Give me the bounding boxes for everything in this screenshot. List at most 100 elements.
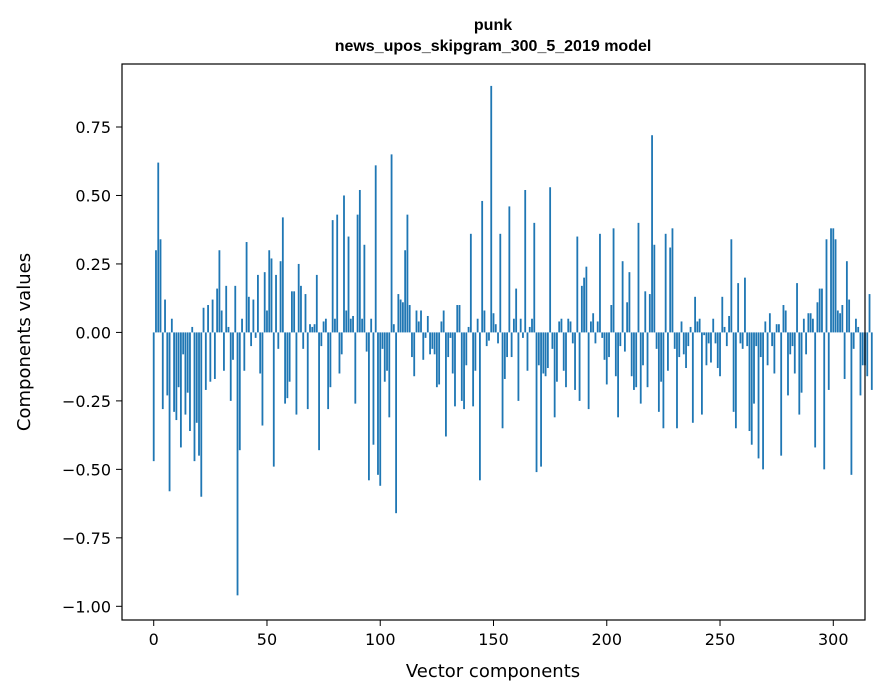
bar: [741, 332, 744, 349]
bar: [531, 318, 533, 333]
bar: [152, 332, 155, 462]
bar: [204, 332, 207, 390]
bar: [331, 220, 334, 333]
bar: [368, 332, 370, 481]
bar: [295, 332, 298, 415]
bar: [730, 239, 733, 333]
bar: [580, 285, 583, 333]
bar: [223, 332, 225, 371]
bar: [494, 324, 497, 333]
bar: [811, 318, 814, 333]
bar: [635, 332, 638, 388]
bar: [300, 285, 302, 333]
bar: [689, 326, 692, 333]
bar: [469, 233, 472, 333]
y-tick-label: 0.75: [75, 118, 111, 137]
bar: [515, 288, 518, 333]
bar: [302, 332, 305, 349]
bar: [637, 222, 640, 333]
bar: [243, 332, 246, 371]
bar: [460, 332, 463, 401]
bar: [546, 332, 549, 369]
bar: [259, 332, 262, 374]
bar: [800, 332, 803, 393]
bar: [825, 239, 828, 333]
bar: [327, 332, 330, 410]
bar: [512, 318, 515, 333]
bar: [306, 332, 309, 410]
x-tick-label: 300: [818, 630, 849, 649]
bar: [759, 332, 762, 358]
bar: [449, 332, 452, 338]
bar: [623, 332, 626, 352]
bar: [336, 214, 339, 333]
bar: [522, 332, 524, 338]
bar: [420, 310, 422, 333]
bar: [381, 332, 384, 349]
bar: [746, 332, 749, 347]
bar: [524, 189, 527, 333]
bar: [236, 332, 239, 596]
bar: [596, 321, 599, 333]
bar: [662, 332, 665, 429]
bar: [691, 332, 694, 423]
bar: [696, 321, 699, 333]
bar: [827, 332, 830, 390]
bar: [560, 318, 563, 333]
bar: [528, 326, 531, 333]
y-tick-label: −1.00: [62, 597, 111, 616]
bar: [834, 239, 837, 333]
bar: [198, 332, 200, 456]
bar: [435, 332, 438, 388]
bar: [630, 332, 633, 377]
bar: [773, 332, 776, 374]
bar: [791, 332, 794, 347]
y-axis-ticks: −1.00 −0.75 −0.50 −0.25 0.00 0.25 0.50 0.75: [62, 118, 122, 616]
bar: [286, 332, 289, 399]
bar: [377, 332, 379, 475]
bar: [406, 214, 409, 333]
bar: [845, 261, 848, 333]
bar: [617, 332, 619, 418]
bar: [703, 332, 706, 336]
y-tick-label: −0.50: [62, 460, 111, 479]
bar: [479, 332, 481, 481]
bar: [716, 332, 719, 369]
bar: [352, 315, 354, 333]
bar: [311, 326, 314, 333]
bar: [739, 332, 742, 344]
bar: [358, 189, 361, 333]
bar: [823, 332, 826, 470]
bar: [309, 324, 311, 333]
bar: [793, 332, 796, 374]
bar: [372, 332, 375, 445]
bar: [168, 332, 171, 492]
bar: [184, 332, 187, 415]
bar: [429, 332, 431, 355]
bar: [667, 332, 669, 371]
bar: [721, 296, 724, 333]
bar: [440, 321, 443, 333]
x-axis-label: Vector components: [406, 661, 580, 682]
bar: [676, 332, 678, 429]
bar: [687, 332, 690, 347]
x-tick-label: 0: [149, 630, 159, 649]
bar: [771, 332, 774, 347]
bar: [445, 332, 447, 437]
bar: [374, 165, 377, 333]
x-tick-label: 150: [478, 630, 509, 649]
bar: [279, 261, 282, 333]
bar: [322, 321, 325, 333]
chart-subtitle: news_upos_skipgram_300_5_2019 model: [335, 38, 652, 55]
bar: [388, 332, 391, 418]
bar: [408, 305, 411, 333]
bar: [809, 313, 812, 333]
bar: [655, 332, 658, 349]
bar: [537, 332, 540, 366]
bar: [646, 332, 649, 388]
bar: [610, 305, 613, 333]
bar: [778, 324, 780, 333]
bar: [211, 299, 214, 333]
bar: [340, 332, 343, 355]
